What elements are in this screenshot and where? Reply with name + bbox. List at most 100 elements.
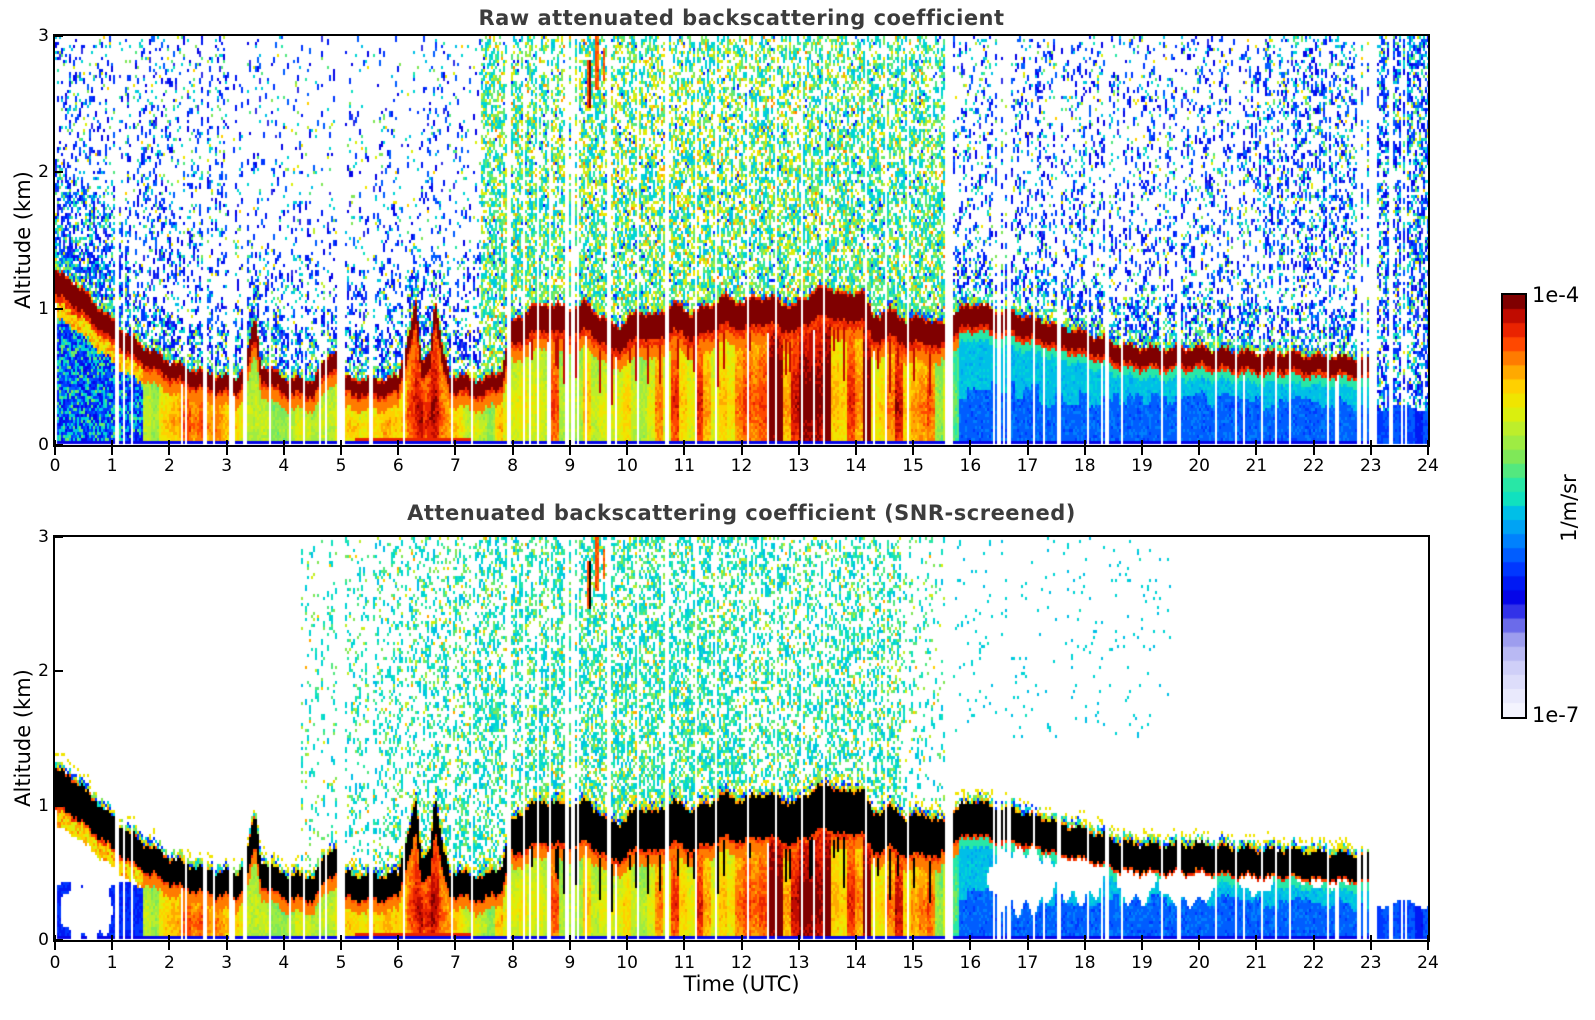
x-tick-label: 15 [902,456,924,476]
x-tick-label: 12 [730,456,753,476]
x-tick-inner [1255,440,1258,445]
x-tick-label: 19 [1131,953,1153,973]
x-tick-label: 1 [106,953,118,973]
y-tick-inner [55,670,63,673]
x-tick [340,447,343,455]
x-tick-label: 3 [221,456,233,476]
x-tick-label: 2 [163,953,175,973]
y-tick-inner [55,307,63,310]
x-tick-inner [1083,440,1086,445]
x-tick [1255,447,1258,455]
x-tick-label: 7 [450,953,461,973]
x-tick-inner [740,935,743,940]
x-tick [797,942,800,950]
x-tick [854,447,857,455]
x-tick-inner [912,935,915,940]
x-tick-inner [1026,935,1029,940]
x-tick [282,447,285,455]
x-tick-label: 11 [673,953,696,973]
x-tick-inner [1312,935,1315,940]
colorbar-min-label: 1e-7 [1532,703,1580,727]
x-tick-label: 14 [845,456,867,476]
x-tick-label: 17 [1016,953,1039,973]
x-tick-label: 9 [564,953,576,973]
x-tick-label: 12 [730,953,753,973]
x-tick [1427,447,1429,455]
x-tick [340,942,343,950]
x-tick-label: 16 [959,456,982,476]
x-tick-inner [683,935,686,940]
x-tick [168,447,171,455]
y-tick-inner [55,444,63,446]
x-tick-inner [1140,440,1143,445]
x-tick [1026,942,1029,950]
x-tick [1140,942,1143,950]
x-tick [111,447,114,455]
x-tick-inner [168,935,171,940]
x-tick-inner [969,440,972,445]
x-tick-inner [225,440,228,445]
x-tick [1369,942,1372,950]
y-tick-inner [55,536,63,538]
x-tick-inner [626,935,629,940]
x-tick-label: 9 [564,456,576,476]
x-tick [168,942,171,950]
y-tick-inner [55,804,63,807]
x-tick-inner [912,440,915,445]
colorbar-canvas [1503,295,1525,717]
y-tick-label: 3 [38,26,49,46]
y-tick-label: 3 [38,527,49,547]
x-tick-inner [54,440,56,445]
panel-raw-plot [53,34,1430,447]
x-tick-label: 23 [1359,953,1382,973]
x-tick-label: 23 [1359,456,1382,476]
x-tick [568,447,571,455]
x-tick-label: 0 [49,953,61,973]
x-tick [111,942,114,950]
panel-raw-title: Raw attenuated backscattering coefficien… [478,6,1005,30]
x-tick-label: 0 [49,456,61,476]
x-tick [511,447,514,455]
x-tick-inner [854,935,857,940]
x-tick-label: 24 [1417,456,1439,476]
y-tick-label: 0 [38,930,49,950]
screened-heatmap-canvas [55,537,1428,940]
x-tick-label: 19 [1131,456,1153,476]
x-tick-inner [111,440,114,445]
x-tick-label: 20 [1188,456,1210,476]
x-tick-inner [626,440,629,445]
x-tick-inner [511,440,514,445]
y-tick-label: 0 [38,435,49,455]
y-tick-inner [55,171,63,174]
colorbar-unit-label: 1/m/sr [1557,474,1581,542]
x-tick-inner [1083,935,1086,940]
x-tick-label: 22 [1302,953,1325,973]
x-tick [1140,447,1143,455]
x-tick-inner [282,935,285,940]
x-tick-inner [1140,935,1143,940]
x-tick [1312,942,1315,950]
x-tick [912,447,915,455]
x-tick-inner [54,935,56,940]
x-tick [969,447,972,455]
x-tick-inner [282,440,285,445]
x-tick-inner [340,935,343,940]
x-tick [568,942,571,950]
x-tick [969,942,972,950]
x-tick-label: 4 [278,456,290,476]
x-tick-inner [568,440,571,445]
x-tick-inner [397,935,400,940]
x-tick [1198,942,1201,950]
panel-screened-plot [53,535,1430,942]
x-tick-label: 4 [278,953,290,973]
x-tick [454,447,457,455]
x-tick-inner [683,440,686,445]
x-tick-label: 21 [1245,953,1268,973]
x-tick [54,447,56,455]
x-tick-inner [1255,935,1258,940]
x-tick-label: 5 [335,456,347,476]
x-tick-label: 13 [787,456,810,476]
x-tick-inner [740,440,743,445]
x-tick [1083,942,1086,950]
